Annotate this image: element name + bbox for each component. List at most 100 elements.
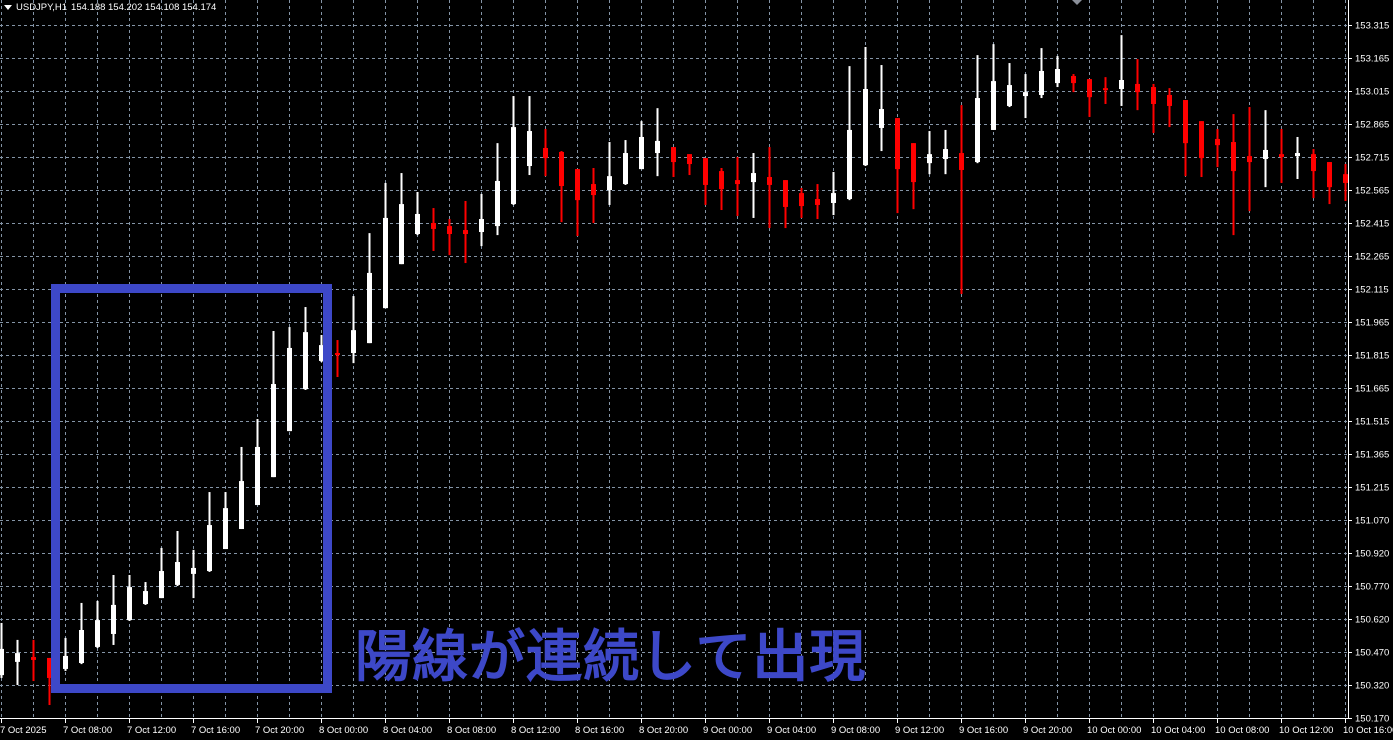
bearish-candle — [783, 180, 788, 229]
x-tick-label: 8 Oct 08:00 — [447, 725, 497, 736]
bearish-candle — [911, 143, 916, 210]
candle-body — [655, 140, 660, 154]
x-tick-label: 7 Oct 16:00 — [191, 725, 241, 736]
bullish-candle — [751, 153, 756, 218]
bearish-candle — [815, 184, 820, 220]
candle-body — [463, 230, 468, 234]
bullish-candle — [927, 131, 932, 175]
bullish-candle — [655, 108, 660, 177]
x-tick-label: 8 Oct 20:00 — [639, 725, 689, 736]
candle-body — [1055, 69, 1060, 84]
y-tick-label: 151.515 — [1355, 416, 1390, 427]
bullish-candle — [351, 296, 356, 364]
bullish-candle — [143, 582, 148, 605]
y-tick-label: 152.415 — [1355, 218, 1390, 229]
y-tick-label: 150.320 — [1355, 680, 1390, 691]
bullish-candle — [495, 143, 500, 236]
y-tick-label: 153.015 — [1355, 86, 1390, 97]
y-tick-label: 150.770 — [1355, 581, 1390, 592]
y-tick-label: 150.920 — [1355, 548, 1390, 559]
bearish-candle — [1183, 100, 1188, 177]
bullish-candle — [831, 171, 836, 216]
chart-header: USDJPY,H1 154.188 154.202 154.108 154.17… — [4, 2, 216, 13]
candle-body — [1087, 79, 1092, 98]
candle-body — [1151, 87, 1156, 104]
bullish-candle — [79, 602, 84, 665]
dropdown-triangle-icon[interactable] — [4, 5, 12, 10]
candle-body — [1215, 138, 1220, 146]
bullish-candle — [191, 549, 196, 599]
candles — [0, 35, 1348, 706]
x-tick-label: 9 Oct 08:00 — [831, 725, 881, 736]
shift-marker-icon[interactable] — [1072, 0, 1082, 5]
bearish-candle — [703, 158, 708, 205]
bearish-candle — [575, 169, 580, 236]
x-tick-label: 9 Oct 00:00 — [703, 725, 753, 736]
bullish-candle — [607, 142, 612, 205]
bullish-candle — [271, 331, 276, 478]
bullish-candle — [319, 334, 324, 363]
candle-body — [303, 332, 308, 390]
candle-body — [271, 384, 276, 478]
y-tick-label: 151.965 — [1355, 317, 1390, 328]
highlight-box — [51, 284, 332, 693]
bearish-candle — [1343, 164, 1348, 201]
bullish-candle — [639, 121, 644, 170]
candle-body — [1071, 76, 1076, 84]
bullish-candle — [255, 419, 260, 506]
candle-body — [159, 571, 164, 599]
bearish-candle — [1071, 74, 1076, 93]
bearish-candle — [431, 208, 436, 251]
bearish-candle — [687, 154, 692, 176]
candle-body — [207, 525, 212, 572]
candle-body — [191, 567, 196, 574]
candle-body — [815, 199, 820, 205]
x-tick-label: 9 Oct 16:00 — [959, 725, 1009, 736]
bullish-candle — [511, 96, 516, 205]
bullish-candle — [943, 129, 948, 175]
bullish-candle — [399, 173, 404, 265]
bullish-candle — [175, 531, 180, 586]
x-tick-label: 7 Oct 08:00 — [63, 725, 113, 736]
candle-body — [1295, 153, 1300, 157]
y-tick-label: 151.365 — [1355, 449, 1390, 460]
candle-body — [79, 630, 84, 663]
candle-body — [687, 154, 692, 165]
candle-body — [127, 587, 132, 621]
candle-body — [591, 184, 596, 196]
x-tick-label: 7 Oct 2025 — [0, 725, 47, 736]
bullish-candle — [1119, 35, 1124, 106]
candle-body — [831, 193, 836, 203]
bearish-candle — [1247, 107, 1252, 212]
bullish-candle — [127, 575, 132, 621]
candle-body — [623, 153, 628, 185]
bearish-candle — [959, 105, 964, 295]
candle-body — [895, 118, 900, 170]
candle-body — [575, 169, 580, 201]
candle-body — [399, 204, 404, 265]
bearish-candle — [1279, 129, 1284, 183]
candle-body — [1199, 121, 1204, 159]
candle-body — [335, 353, 340, 356]
y-tick-label: 150.170 — [1355, 713, 1390, 724]
candle-body — [735, 180, 740, 185]
candle-body — [95, 620, 100, 647]
grid — [0, 0, 1348, 719]
candle-body — [863, 89, 868, 166]
bearish-candle — [463, 201, 468, 264]
candle-body — [1135, 83, 1140, 93]
bearish-candle — [735, 157, 740, 216]
bullish-candle — [0, 622, 4, 678]
bearish-candle — [767, 147, 772, 229]
x-tick-label: 8 Oct 04:00 — [383, 725, 433, 736]
bullish-candle — [15, 639, 20, 685]
candle-body — [175, 562, 180, 585]
candle-body — [319, 345, 324, 361]
y-tick-label: 151.215 — [1355, 482, 1390, 493]
candle-body — [63, 655, 68, 669]
bullish-candle — [1263, 110, 1268, 188]
bullish-candle — [879, 65, 884, 152]
candle-body — [911, 143, 916, 183]
bullish-candle — [479, 193, 484, 247]
